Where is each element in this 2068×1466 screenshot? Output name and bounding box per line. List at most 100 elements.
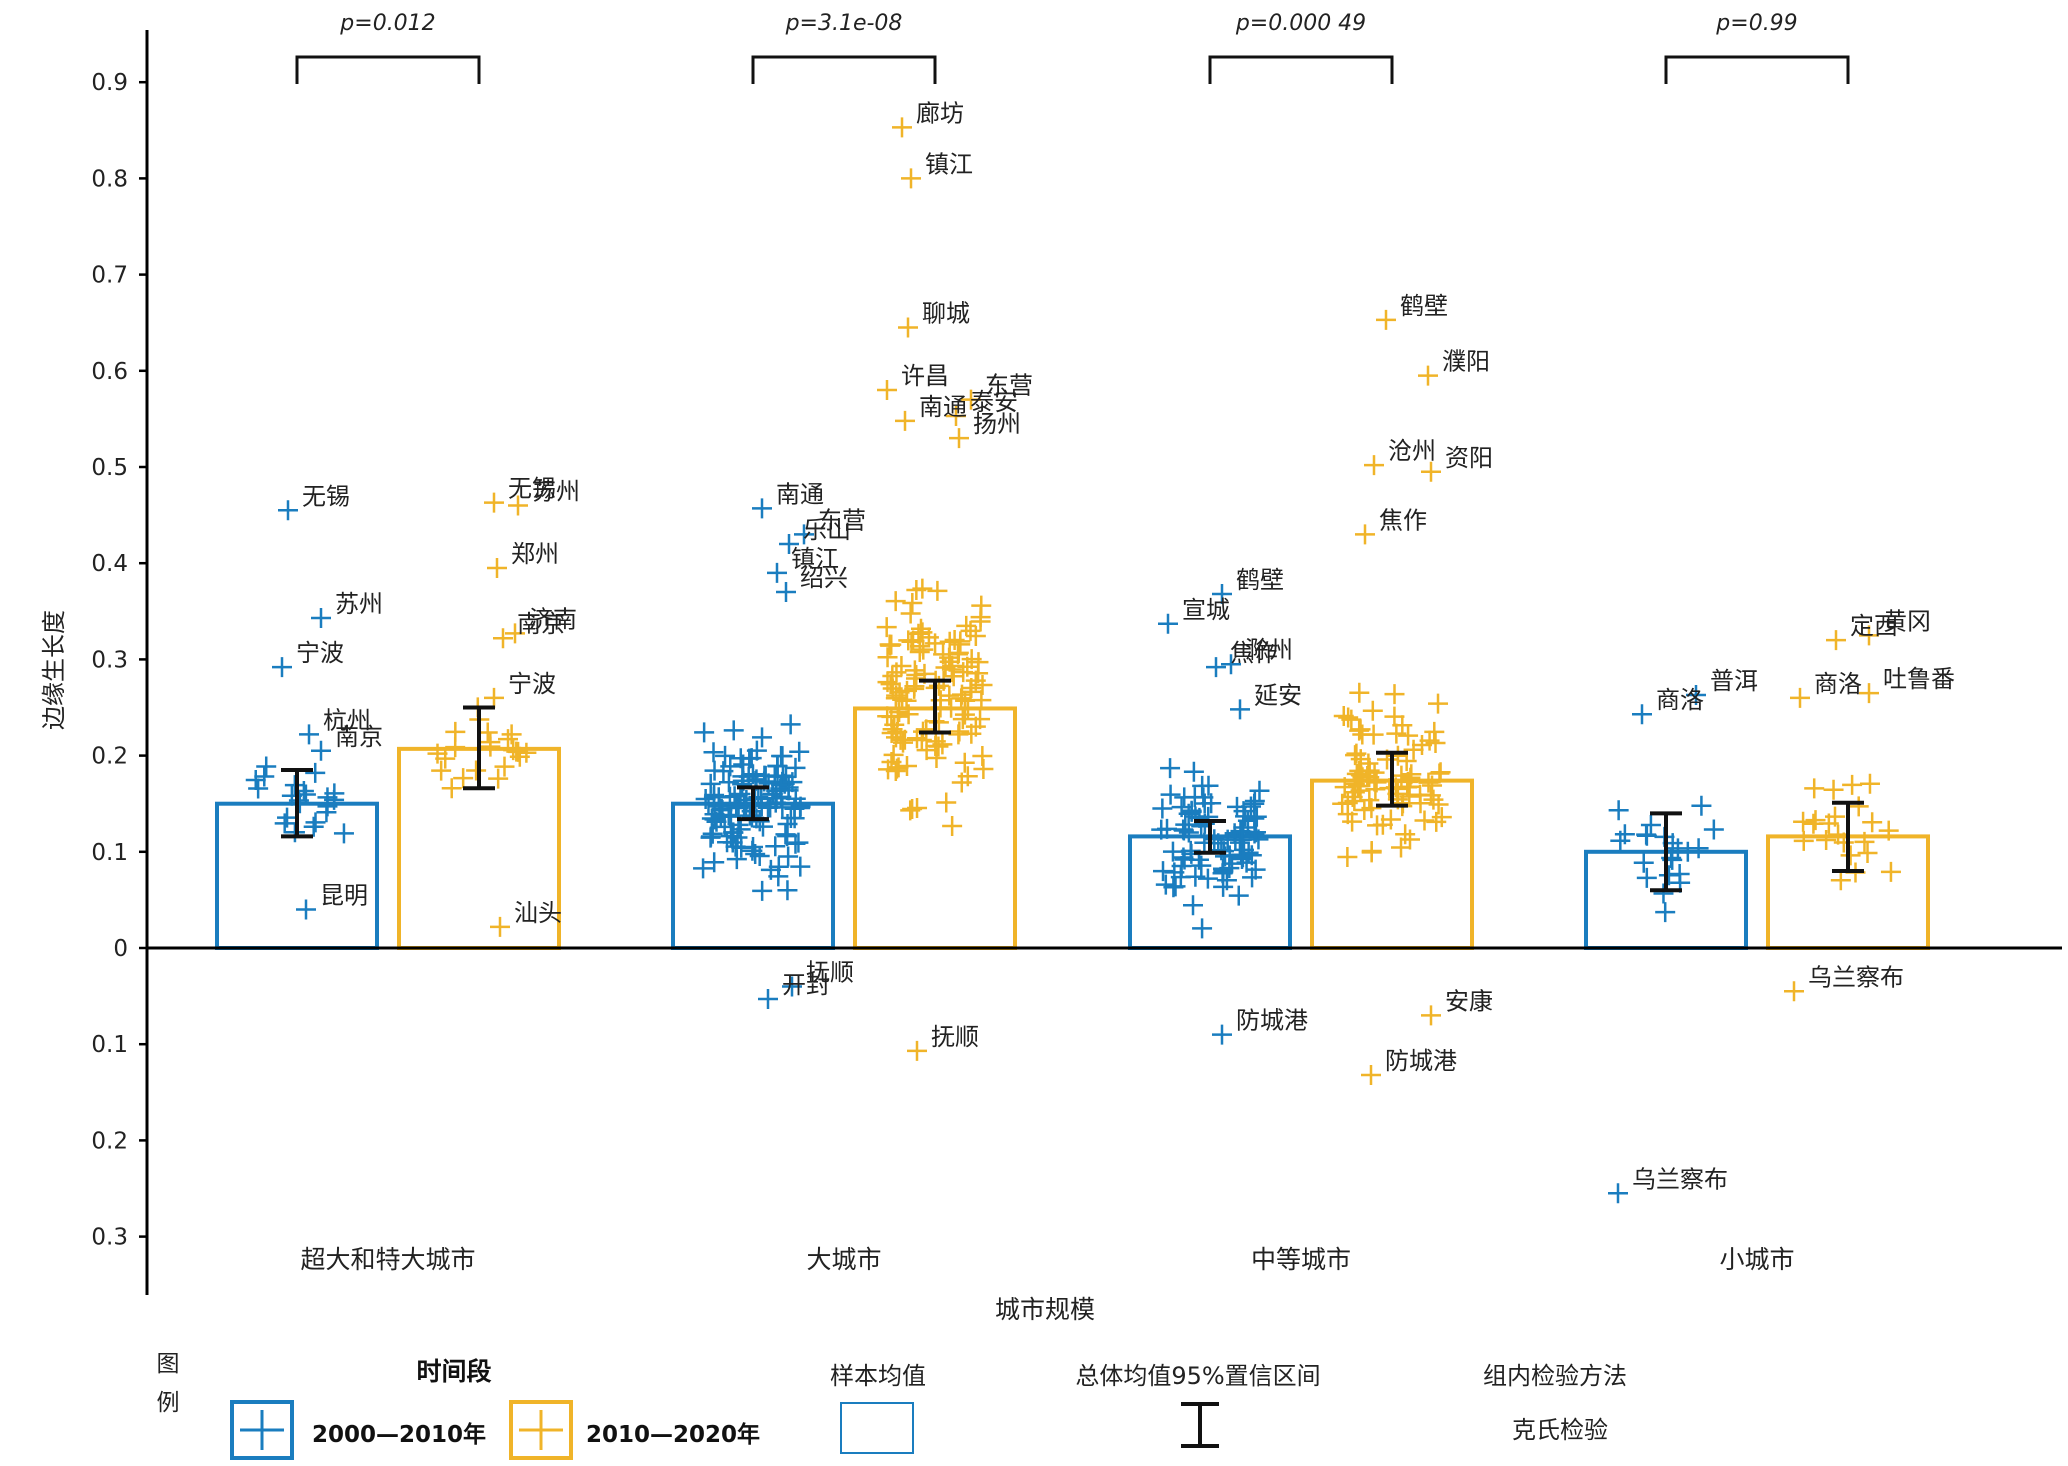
legend-swatch-2010-2020	[509, 1400, 573, 1460]
legend-period-title: 时间段	[416, 1357, 491, 1386]
data-point	[484, 492, 504, 513]
data-point	[754, 765, 775, 786]
data-point	[949, 428, 969, 449]
data-point	[245, 770, 266, 791]
data-point	[1162, 841, 1183, 862]
errorbars-layer	[281, 678, 1864, 893]
data-point	[505, 623, 525, 644]
data-point	[767, 562, 787, 583]
data-point	[441, 778, 462, 799]
data-point	[1825, 806, 1845, 827]
data-point	[1206, 657, 1226, 678]
data-point	[881, 723, 902, 744]
data-point	[1173, 820, 1194, 841]
data-point	[777, 880, 798, 901]
point-label: 乌兰察布	[1808, 963, 1904, 991]
data-point	[889, 702, 910, 723]
data-point	[1842, 774, 1863, 795]
data-point	[1345, 745, 1366, 766]
data-point	[1350, 749, 1371, 770]
data-point	[775, 824, 796, 845]
point-label: 防城港	[1236, 1007, 1308, 1035]
data-point	[1608, 800, 1629, 821]
data-point	[704, 760, 725, 781]
data-point	[1192, 775, 1213, 796]
data-point	[877, 380, 897, 401]
data-point	[1245, 859, 1266, 880]
data-point	[1350, 719, 1371, 740]
legend-ci-title: 总体均值95%置信区间	[1075, 1362, 1320, 1390]
data-point	[1830, 870, 1851, 891]
data-point	[703, 786, 724, 807]
data-point	[960, 681, 981, 702]
data-point	[1425, 733, 1446, 754]
y-tick-label: 0.3	[91, 1225, 128, 1251]
data-point	[490, 916, 510, 937]
data-point	[1158, 613, 1178, 634]
data-point	[1632, 704, 1652, 725]
data-point	[892, 689, 913, 710]
data-point	[1826, 630, 1846, 651]
data-point	[726, 796, 747, 817]
data-point	[1395, 824, 1416, 845]
data-point	[1170, 867, 1191, 888]
data-point	[1397, 777, 1418, 798]
data-point	[1183, 895, 1204, 916]
data-point	[767, 756, 788, 777]
legend-mean-swatch	[840, 1402, 914, 1454]
data-point	[718, 772, 739, 793]
data-point	[1793, 811, 1814, 832]
data-point	[723, 720, 744, 741]
data-point	[1341, 709, 1362, 730]
data-point	[1160, 758, 1181, 779]
data-point	[1153, 861, 1173, 882]
data-point	[932, 734, 953, 755]
data-point	[1178, 803, 1199, 824]
data-point	[957, 766, 978, 787]
data-point	[1857, 843, 1878, 864]
data-point	[1233, 801, 1254, 822]
data-point	[877, 672, 898, 693]
data-point	[498, 729, 519, 750]
data-point	[935, 657, 956, 678]
x-category-label: 大城市	[806, 1245, 881, 1274]
data-point	[1418, 772, 1439, 793]
data-point	[487, 558, 507, 579]
data-point	[916, 740, 937, 761]
data-point	[916, 719, 937, 740]
data-point	[765, 836, 786, 857]
point-label: 聊城	[922, 300, 970, 328]
data-point	[898, 704, 919, 725]
data-point	[752, 727, 773, 748]
point-label: 宁波	[508, 670, 556, 698]
data-point	[1232, 847, 1253, 868]
y-tick-label: 0.5	[91, 455, 128, 481]
data-point	[743, 837, 764, 858]
data-point	[1363, 724, 1384, 745]
data-point	[1431, 807, 1452, 828]
data-point	[1653, 883, 1674, 904]
data-point	[254, 766, 275, 787]
data-point	[954, 752, 975, 773]
point-label: 杭州	[323, 706, 371, 734]
point-label: 资阳	[1445, 444, 1493, 472]
data-point	[1400, 829, 1421, 850]
bracket	[751, 55, 937, 84]
point-label: 南京	[335, 723, 383, 751]
data-point	[1833, 832, 1854, 853]
data-point	[746, 740, 767, 761]
data-point	[694, 722, 715, 743]
y-axis-title: 边缘生长度	[40, 610, 68, 730]
data-point	[900, 603, 921, 624]
data-point	[715, 745, 736, 766]
data-point	[1421, 1005, 1441, 1026]
data-point	[1355, 524, 1375, 545]
data-point	[898, 630, 919, 651]
point-label: 鹤壁	[1400, 292, 1448, 320]
point-label: 廊坊	[916, 99, 964, 127]
data-point	[789, 741, 810, 762]
data-point	[706, 811, 727, 832]
data-point	[445, 737, 466, 758]
point-label: 苏州	[532, 477, 580, 505]
